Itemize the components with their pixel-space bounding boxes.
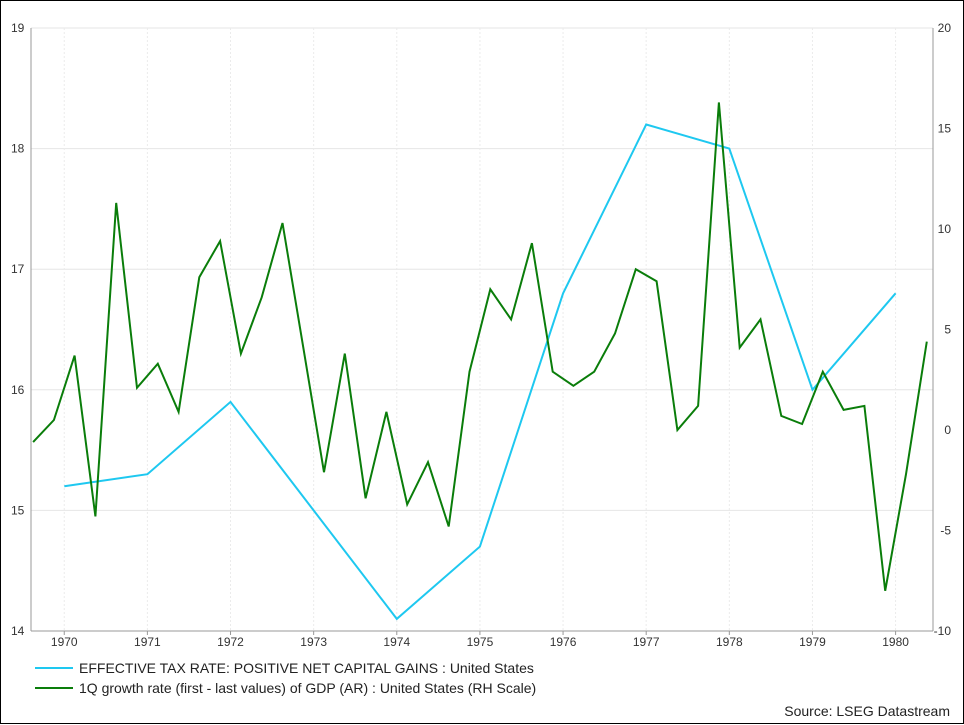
right-tick-label: -5 <box>940 524 951 538</box>
x-tick-label: 1970 <box>51 635 78 649</box>
axes: 14 15 16 17 18 19 -10 -5 0 5 10 15 20 1970 1971 1972 197… <box>11 21 951 649</box>
legend-entry: EFFECTIVE TAX RATE: POSITIVE NET CAPITAL… <box>79 660 534 676</box>
right-tick-label: 10 <box>938 222 952 236</box>
right-tick-label: 15 <box>938 122 952 136</box>
left-tick-label: 17 <box>11 262 25 276</box>
left-tick-label: 18 <box>11 142 25 156</box>
series-line-gdp-growth <box>32 102 928 591</box>
right-tick-label: 20 <box>938 21 952 35</box>
legend-entry: 1Q growth rate (first - last values) of … <box>79 680 536 696</box>
x-tick-label: 1979 <box>799 635 826 649</box>
x-tick-label: 1980 <box>882 635 909 649</box>
x-tick-label: 1975 <box>467 635 494 649</box>
series-lines <box>32 102 928 621</box>
right-tick-label: 0 <box>944 423 951 437</box>
x-tick-label: 1978 <box>716 635 743 649</box>
right-tick-label: -10 <box>934 624 952 638</box>
x-tick-label: 1971 <box>134 635 161 649</box>
series-line-effective-tax-rate <box>64 123 897 621</box>
legend: EFFECTIVE TAX RATE: POSITIVE NET CAPITAL… <box>35 660 536 696</box>
left-tick-label: 14 <box>11 624 25 638</box>
x-tick-label: 1972 <box>217 635 244 649</box>
left-tick-label: 19 <box>11 21 25 35</box>
left-tick-label: 16 <box>11 383 25 397</box>
x-tick-label: 1974 <box>383 635 410 649</box>
right-tick-label: 5 <box>944 323 951 337</box>
x-tick-label: 1973 <box>300 635 327 649</box>
left-tick-label: 15 <box>11 503 25 517</box>
source-label: Source: LSEG Datastream <box>784 703 950 719</box>
x-tick-label: 1977 <box>633 635 660 649</box>
x-tick-label: 1976 <box>550 635 577 649</box>
